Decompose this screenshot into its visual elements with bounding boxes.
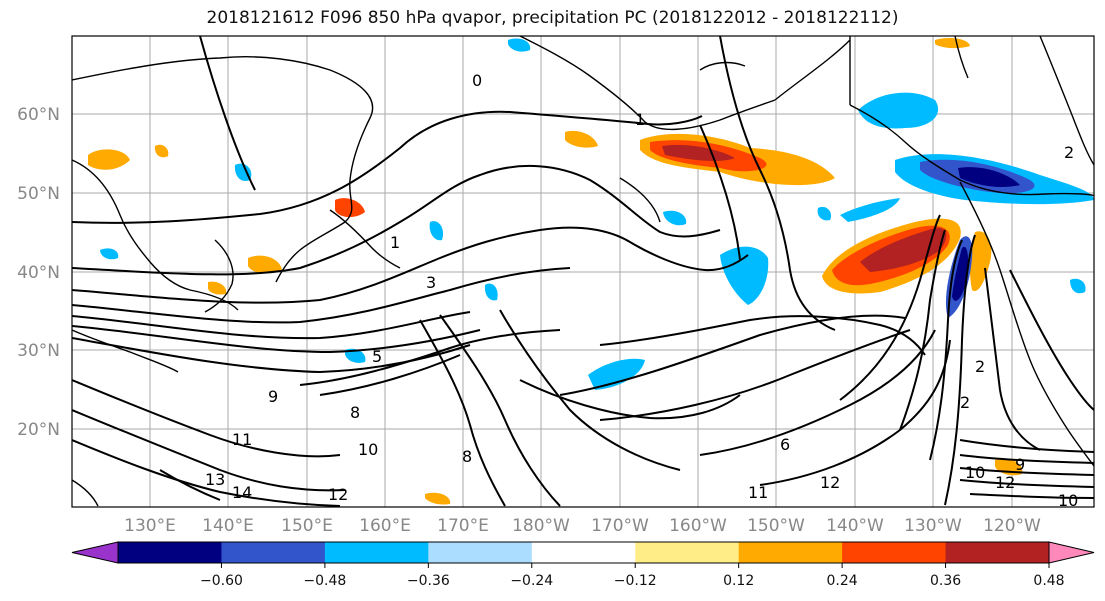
colorbar-segment — [118, 542, 222, 563]
lon-tick-label: 170°E — [437, 516, 489, 536]
precip-negative-region — [345, 348, 366, 363]
contour-label: 9 — [1015, 455, 1025, 474]
colorbar-tick-label: −0.48 — [303, 573, 346, 589]
lat-tick-label: 30°N — [17, 341, 60, 361]
contour-labels: 0 1 1 3 5 6 8 9 10 11 11 12 12 13 14 2 2… — [205, 71, 1078, 510]
colorbar-segment — [531, 542, 636, 563]
precip-negative-region — [234, 163, 252, 181]
contour-label: 11 — [232, 430, 252, 449]
lon-tick-label: 120°W — [983, 516, 1041, 536]
contour-label: 2 — [975, 357, 985, 376]
colorbar-tick-label: 0.36 — [930, 573, 961, 589]
lon-tick-label: 130°W — [904, 516, 962, 536]
contour-label: 10 — [1058, 491, 1078, 510]
colorbar-tick-label: −0.36 — [407, 573, 450, 589]
contour-label: 5 — [372, 347, 382, 366]
longitude-ticks: 130°E 140°E 150°E 160°E 170°E 180°W 170°W 160°W… — [124, 516, 1041, 536]
precip-negative-region — [720, 246, 769, 305]
contour-label: 3 — [426, 273, 436, 292]
precip-positive-region — [88, 149, 130, 170]
precip-negative-region — [858, 92, 939, 129]
precip-positive-region — [969, 231, 992, 292]
map-border — [71, 35, 1095, 508]
precip-negative-region — [952, 246, 969, 301]
colorbar-border — [117, 541, 1050, 564]
precip-positive-region — [208, 281, 227, 295]
precip-negative-region — [429, 221, 444, 241]
precip-negative-region — [1070, 278, 1086, 294]
colorbar-ticks: −0.60 −0.48 −0.36 −0.24 −0.12 0.12 0.24 0.36 0.4… — [200, 563, 1065, 589]
precip-negative-region — [817, 206, 832, 221]
contour-label: 11 — [748, 483, 768, 502]
colorbar-segment — [221, 542, 326, 563]
precip-shading — [88, 38, 1094, 505]
contour-label: 12 — [328, 485, 348, 504]
precip-negative-region — [508, 38, 531, 52]
contour-label: 8 — [350, 403, 360, 422]
precip-negative-region — [958, 167, 1020, 188]
contour-label: 12 — [995, 473, 1015, 492]
colorbar-tick-label: −0.60 — [200, 573, 243, 589]
contour-label: 10 — [965, 463, 985, 482]
lon-tick-label: 170°W — [591, 516, 649, 536]
lon-tick-label: 160°W — [669, 516, 727, 536]
precip-positive-region — [935, 38, 970, 49]
contour-label: 6 — [780, 435, 790, 454]
contour-label: 9 — [268, 387, 278, 406]
colorbar-segment — [738, 542, 843, 563]
precip-positive-region — [860, 227, 947, 272]
precip-positive-region — [154, 144, 169, 158]
lon-tick-label: 160°E — [359, 516, 411, 536]
contour-label: 10 — [358, 440, 378, 459]
lon-tick-label: 150°W — [747, 516, 805, 536]
lon-tick-label: 150°E — [281, 516, 333, 536]
latitude-ticks: 60°N 50°N 40°N 30°N 20°N — [17, 105, 60, 440]
precip-negative-region — [484, 283, 498, 301]
colorbar-segment — [324, 542, 429, 563]
lon-tick-label: 140°W — [826, 516, 884, 536]
lat-tick-label: 20°N — [17, 420, 60, 440]
qvapor-contours — [72, 36, 1094, 507]
lon-tick-label: 140°E — [202, 516, 254, 536]
colorbar-tick-label: −0.12 — [614, 573, 657, 589]
colorbar-tick-label: 0.48 — [1033, 573, 1064, 589]
colorbar-tick-label: 0.12 — [723, 573, 754, 589]
coastlines — [72, 36, 1094, 507]
contour-label: 14 — [232, 483, 252, 502]
precip-positive-region — [565, 130, 598, 148]
precip-negative-region — [840, 198, 900, 222]
contour-label: 13 — [205, 470, 225, 489]
precip-positive-region — [425, 492, 451, 505]
lat-tick-label: 40°N — [17, 263, 60, 283]
precip-positive-region — [662, 144, 735, 162]
colorbar-extend-low — [71, 541, 119, 564]
contour-label: 8 — [462, 447, 472, 466]
colorbar-extend-high — [1048, 541, 1095, 564]
lat-tick-label: 50°N — [17, 184, 60, 204]
contour-label: 2 — [960, 393, 970, 412]
colorbar-segment — [635, 542, 740, 563]
lon-tick-label: 130°E — [124, 516, 176, 536]
contour-label: 0 — [472, 71, 482, 90]
colorbar-segment — [428, 542, 533, 563]
contour-label: 12 — [820, 473, 840, 492]
lon-tick-label: 180°W — [512, 516, 570, 536]
precip-negative-region — [100, 248, 119, 260]
lat-tick-label: 60°N — [17, 105, 60, 125]
colorbar-tick-label: 0.24 — [827, 573, 858, 589]
colorbar-segment — [945, 542, 1050, 563]
contour-label: 1 — [635, 110, 645, 129]
contour-label: 2 — [1064, 143, 1074, 162]
colorbar-tick-label: −0.24 — [510, 573, 553, 589]
precip-positive-region — [335, 198, 365, 218]
colorbar — [71, 541, 1095, 564]
colorbar-segment — [842, 542, 947, 563]
contour-label: 1 — [390, 233, 400, 252]
precip-negative-region — [663, 210, 687, 226]
precip-negative-region — [588, 358, 645, 390]
map-title: 2018121612 F096 850 hPa qvapor, precipit… — [206, 8, 899, 28]
precip-positive-region — [248, 255, 282, 274]
